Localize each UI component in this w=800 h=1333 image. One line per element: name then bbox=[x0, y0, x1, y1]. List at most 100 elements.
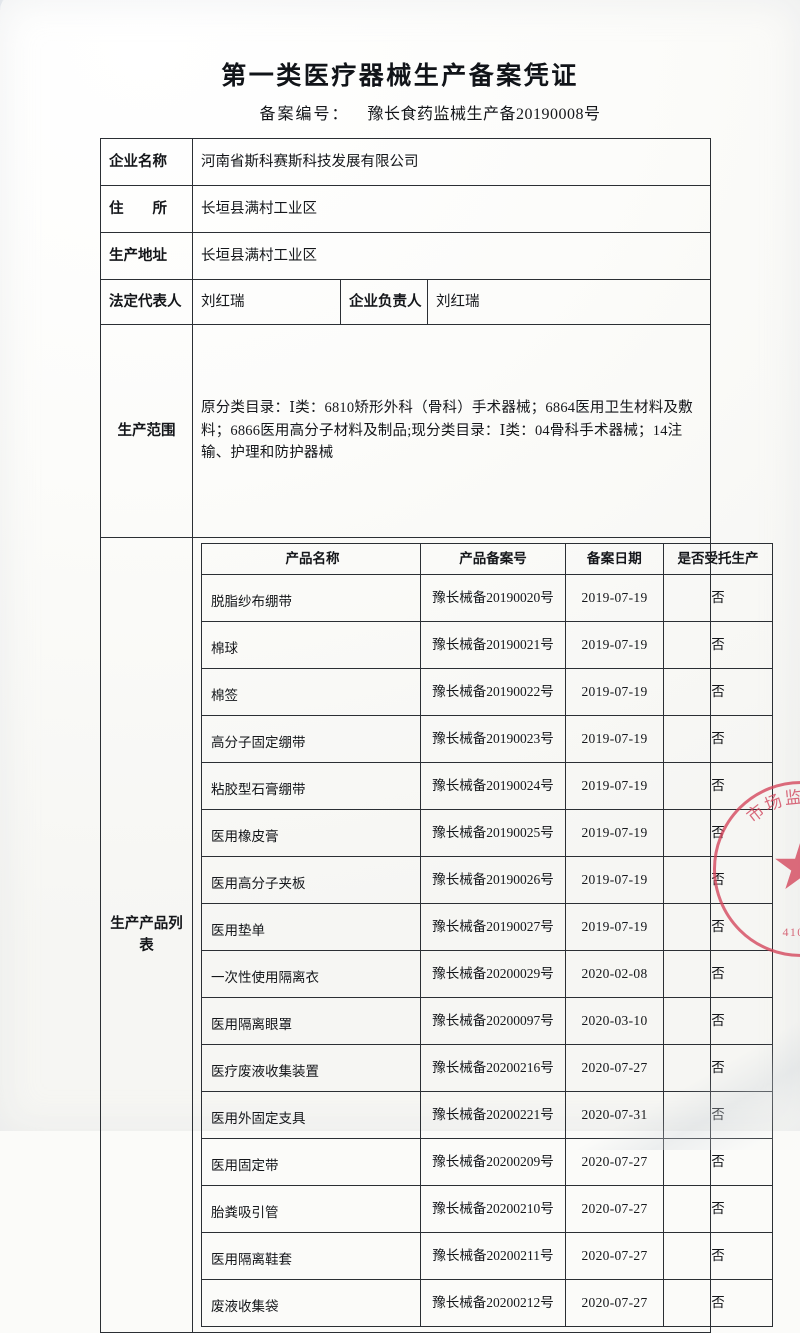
certificate-table: 企业名称 河南省斯科赛斯科技发展有限公司 住 所 长垣县满村工业区 生产地址 长… bbox=[100, 138, 711, 1333]
product-name-cell: 高分子固定绷带 bbox=[202, 716, 421, 763]
header-entrusted: 是否受托生产 bbox=[664, 544, 773, 575]
row-production-scope: 生产范围 原分类目录：Ⅰ类：6810矫形外科（骨科）手术器械；6864医用卫生材… bbox=[101, 325, 711, 538]
record-no-cell: 豫长械备20190025号 bbox=[421, 810, 566, 857]
entrusted-cell: 否 bbox=[664, 1186, 773, 1233]
entrusted-cell: 否 bbox=[664, 1233, 773, 1280]
entrusted-cell: 否 bbox=[664, 857, 773, 904]
record-date-cell: 2019-07-19 bbox=[566, 857, 664, 904]
entrusted-cell: 否 bbox=[664, 716, 773, 763]
product-name-cell: 胎粪吸引管 bbox=[202, 1186, 421, 1233]
product-list-host: 产品名称 产品备案号 备案日期 是否受托生产 脱脂纱布绷带豫长械备2019002… bbox=[193, 538, 711, 1333]
record-no-cell: 豫长械备20200211号 bbox=[421, 1233, 566, 1280]
product-list-label: 生产产品列表 bbox=[101, 538, 193, 1333]
entrusted-cell: 否 bbox=[664, 810, 773, 857]
record-number-line: 备案编号：豫长食药监械生产备20190008号 bbox=[0, 100, 800, 124]
entrusted-cell: 否 bbox=[664, 669, 773, 716]
product-name-cell: 医用隔离眼罩 bbox=[202, 998, 421, 1045]
record-date-cell: 2019-07-19 bbox=[566, 622, 664, 669]
row-product-list: 生产产品列表 产品名称 产品备案号 备案日期 是否受托生产 脱脂纱布绷带豫长械备… bbox=[101, 538, 711, 1333]
product-name-cell: 一次性使用隔离衣 bbox=[202, 951, 421, 998]
product-name-cell: 粘胶型石膏绷带 bbox=[202, 763, 421, 810]
record-no-cell: 豫长械备20190020号 bbox=[421, 575, 566, 622]
record-no-cell: 豫长械备20190022号 bbox=[421, 669, 566, 716]
entrusted-cell: 否 bbox=[664, 904, 773, 951]
record-no-cell: 豫长械备20200209号 bbox=[421, 1139, 566, 1186]
row-company-name: 企业名称 河南省斯科赛斯科技发展有限公司 bbox=[101, 139, 711, 186]
record-no-cell: 豫长械备20190026号 bbox=[421, 857, 566, 904]
record-number-value: 豫长食药监械生产备20190008号 bbox=[368, 106, 601, 123]
record-no-cell: 豫长械备20190021号 bbox=[421, 622, 566, 669]
record-date-cell: 2020-07-27 bbox=[566, 1280, 664, 1327]
entrusted-cell: 否 bbox=[664, 1280, 773, 1327]
production-address-value: 长垣县满村工业区 bbox=[193, 233, 711, 280]
product-name-cell: 医用垫单 bbox=[202, 904, 421, 951]
row-address: 住 所 长垣县满村工业区 bbox=[101, 186, 711, 233]
record-no-cell: 豫长械备20200212号 bbox=[421, 1280, 566, 1327]
entrusted-cell: 否 bbox=[664, 1092, 773, 1139]
record-no-cell: 豫长械备20190024号 bbox=[421, 763, 566, 810]
product-name-cell: 棉球 bbox=[202, 622, 421, 669]
record-date-cell: 2020-07-27 bbox=[566, 1186, 664, 1233]
record-date-cell: 2019-07-19 bbox=[566, 763, 664, 810]
record-date-cell: 2020-07-27 bbox=[566, 1045, 664, 1092]
record-date-cell: 2020-07-27 bbox=[566, 1233, 664, 1280]
product-name-cell: 医用外固定支具 bbox=[202, 1092, 421, 1139]
record-no-cell: 豫长械备20190027号 bbox=[421, 904, 566, 951]
record-no-cell: 豫长械备20200097号 bbox=[421, 998, 566, 1045]
scope-label: 生产范围 bbox=[101, 325, 193, 538]
address-value: 长垣县满村工业区 bbox=[193, 186, 711, 233]
header-product-name: 产品名称 bbox=[202, 544, 421, 575]
legal-rep-value: 刘红瑞 bbox=[193, 280, 341, 325]
entrusted-cell: 否 bbox=[664, 998, 773, 1045]
entrusted-cell: 否 bbox=[664, 575, 773, 622]
record-no-cell: 豫长械备20200210号 bbox=[421, 1186, 566, 1233]
record-date-cell: 2019-07-19 bbox=[566, 575, 664, 622]
entrusted-cell: 否 bbox=[664, 1045, 773, 1092]
record-no-cell: 豫长械备20200216号 bbox=[421, 1045, 566, 1092]
company-name-value: 河南省斯科赛斯科技发展有限公司 bbox=[193, 139, 711, 186]
header-record-date: 备案日期 bbox=[566, 544, 664, 575]
product-name-cell: 医用高分子夹板 bbox=[202, 857, 421, 904]
entrusted-cell: 否 bbox=[664, 622, 773, 669]
company-name-label: 企业名称 bbox=[101, 139, 193, 186]
record-date-cell: 2020-07-27 bbox=[566, 1139, 664, 1186]
product-name-cell: 医用隔离鞋套 bbox=[202, 1233, 421, 1280]
entrusted-cell: 否 bbox=[664, 763, 773, 810]
record-date-cell: 2019-07-19 bbox=[566, 669, 664, 716]
product-name-cell: 废液收集袋 bbox=[202, 1280, 421, 1327]
record-date-cell: 2020-07-31 bbox=[566, 1092, 664, 1139]
record-no-cell: 豫长械备20200029号 bbox=[421, 951, 566, 998]
row-legal-representative: 法定代表人 刘红瑞 企业负责人 刘红瑞 bbox=[101, 280, 711, 325]
enterprise-head-value: 刘红瑞 bbox=[428, 280, 711, 325]
entrusted-cell: 否 bbox=[664, 1139, 773, 1186]
record-date-cell: 2020-02-08 bbox=[566, 951, 664, 998]
scope-value: 原分类目录：Ⅰ类：6810矫形外科（骨科）手术器械；6864医用卫生材料及敷料；… bbox=[193, 325, 711, 538]
record-no-cell: 豫长械备20200221号 bbox=[421, 1092, 566, 1139]
record-date-cell: 2019-07-19 bbox=[566, 716, 664, 763]
product-name-cell: 医疗废液收集装置 bbox=[202, 1045, 421, 1092]
product-table-header-row: 产品名称 产品备案号 备案日期 是否受托生产 bbox=[202, 544, 773, 575]
record-date-cell: 2020-03-10 bbox=[566, 998, 664, 1045]
address-label: 住 所 bbox=[101, 186, 193, 233]
page-title: 第一类医疗器械生产备案凭证 bbox=[0, 56, 800, 92]
record-date-cell: 2019-07-19 bbox=[566, 904, 664, 951]
product-name-cell: 脱脂纱布绷带 bbox=[202, 575, 421, 622]
record-date-cell: 2019-07-19 bbox=[566, 810, 664, 857]
product-name-cell: 棉签 bbox=[202, 669, 421, 716]
enterprise-head-label: 企业负责人 bbox=[341, 280, 428, 325]
